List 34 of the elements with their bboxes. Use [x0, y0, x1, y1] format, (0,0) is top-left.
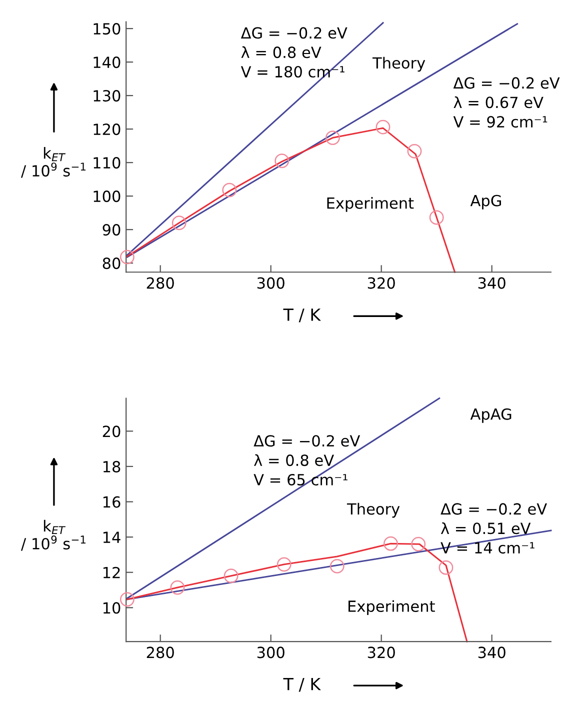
y-tick-label: 10 [103, 602, 120, 614]
x-tick-label: 320 [368, 277, 395, 289]
annotation: Theory [346, 502, 400, 518]
y-tick-label: 140 [94, 56, 120, 68]
x-tick-label: 320 [368, 646, 395, 658]
annotation: Experiment [327, 197, 414, 212]
x-tick-label: 280 [146, 277, 174, 289]
y-axis-title: k$_{ET}$ / 10$^{9}$ s$^{−1}$ [20, 146, 86, 178]
y-tick-label: 110 [94, 157, 120, 169]
annotation: Experiment [348, 600, 435, 615]
annotation: ApAG [470, 408, 512, 423]
y-tick-label: 18 [103, 460, 120, 472]
y-tick-label: 130 [94, 90, 120, 102]
y-tick-label: 20 [102, 426, 120, 438]
x-axis-title: T / K [283, 678, 321, 692]
x-tick-label: 300 [257, 277, 284, 289]
y-tick-label: 16 [103, 496, 120, 508]
x-tick-label: 300 [257, 646, 284, 658]
y-axis-title: k$_{ET}$ / 10$^{9}$ s$^{−1}$ [20, 520, 86, 551]
annotation: ApG [470, 194, 501, 210]
y-tick-label: 120 [94, 124, 120, 136]
annotation: ΔG = −0.2 eV λ = 0.67 eV V = 92 cm⁻¹ [453, 77, 560, 128]
y-tick-label: 150 [94, 23, 120, 35]
y-tick-label: 80 [102, 258, 120, 270]
annotation: ΔG = −0.2 eV λ = 0.8 eV V = 65 cm⁻¹ [254, 435, 360, 486]
y-tick-label: 14 [103, 532, 120, 543]
x-tick-label: 340 [478, 646, 506, 658]
annotation: Theory [372, 56, 426, 72]
y-tick-label: 12 [103, 566, 120, 578]
x-axis-title: T / K [283, 308, 321, 322]
y-tick-label: 90 [102, 224, 120, 236]
x-tick-label: 280 [146, 646, 174, 658]
x-tick-label: 340 [478, 277, 506, 289]
y-tick-label: 100 [94, 190, 120, 202]
